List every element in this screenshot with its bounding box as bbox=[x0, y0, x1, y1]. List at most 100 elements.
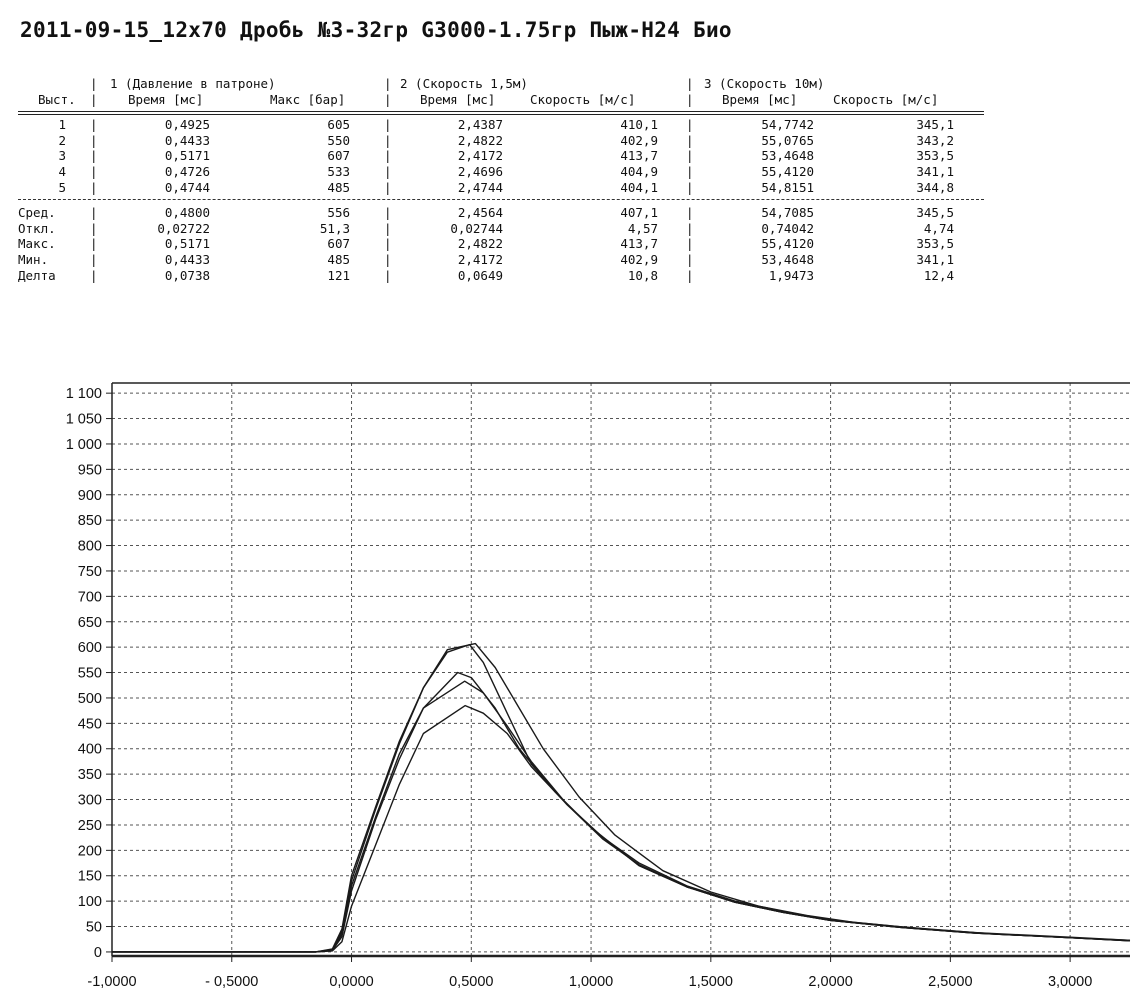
table-cell: 2,4564 bbox=[457, 205, 503, 221]
table-cell: 550 bbox=[327, 132, 350, 148]
table-cell: 55,0765 bbox=[761, 132, 814, 148]
row-label: 5 bbox=[58, 179, 66, 195]
table-cell: 402,9 bbox=[620, 251, 658, 267]
table-cell: 51,3 bbox=[319, 220, 350, 236]
table-cell: 54,7742 bbox=[761, 117, 814, 133]
table-cell: 533 bbox=[327, 163, 350, 179]
row-label: Делта bbox=[18, 267, 56, 283]
x-tick-label: 0,5000 bbox=[449, 974, 493, 990]
group-divider: | bbox=[686, 251, 694, 267]
column-header: Скорость [м/с] bbox=[530, 91, 636, 107]
group-divider: | bbox=[90, 163, 98, 179]
group-divider: | bbox=[384, 236, 392, 252]
y-tick-label: 1 000 bbox=[66, 437, 102, 453]
group-divider: | bbox=[90, 220, 98, 236]
group-divider: | bbox=[686, 117, 694, 133]
table-cell: 55,4120 bbox=[761, 236, 814, 252]
y-tick-label: 550 bbox=[78, 666, 102, 682]
shot-row: 2 0,4433 550 2,4822 402,9 55,0765 343,2 | | | bbox=[18, 133, 998, 149]
group-divider: | bbox=[686, 236, 694, 252]
group-divider: | bbox=[384, 205, 392, 221]
group-divider: | bbox=[384, 220, 392, 236]
pressure-curve-shot-5 bbox=[112, 704, 1131, 953]
column-header: Время [мс] bbox=[128, 91, 204, 107]
x-tick-label: 2,0000 bbox=[808, 974, 852, 990]
table-cell: 410,1 bbox=[620, 117, 658, 133]
row-label: Макс. bbox=[18, 236, 56, 252]
results-table: | 1 (Давление в патроне) | 2 (Скорость 1… bbox=[18, 76, 998, 283]
table-cell: 605 bbox=[327, 117, 350, 133]
chart-ticks: 0 50 100 150 200 250 300 350 400 450 500 550 600 650 7… bbox=[66, 386, 1093, 990]
table-cell: 55,4120 bbox=[761, 163, 814, 179]
table-cell: 404,1 bbox=[620, 179, 658, 195]
column-header: Время [мс] bbox=[722, 91, 798, 107]
table-cell: 2,4744 bbox=[457, 179, 503, 195]
shot-row: 1 0,4925 605 2,4387 410,1 54,7742 345,1 | | | bbox=[18, 117, 998, 133]
table-cell: 54,7085 bbox=[761, 205, 814, 221]
table-cell: 607 bbox=[327, 236, 350, 252]
table-cell: 0,4433 bbox=[164, 251, 210, 267]
y-tick-label: 350 bbox=[78, 767, 102, 783]
chart-grid bbox=[111, 383, 1130, 956]
chart-series bbox=[112, 642, 1131, 953]
group-divider: | bbox=[686, 163, 694, 179]
y-tick-label: 250 bbox=[78, 818, 102, 834]
table-cell: 4,57 bbox=[627, 220, 658, 236]
x-tick-label: 2,5000 bbox=[928, 974, 972, 990]
y-tick-label: 800 bbox=[78, 539, 102, 555]
group-divider: | bbox=[686, 148, 694, 164]
shot-rows: 1 0,4925 605 2,4387 410,1 54,7742 345,1 | | | 2 0,4… bbox=[18, 117, 998, 195]
table-cell: 413,7 bbox=[620, 148, 658, 164]
group-divider: | bbox=[686, 179, 694, 195]
column-header: Макс [бар] bbox=[270, 91, 346, 107]
y-tick-label: 1 100 bbox=[66, 386, 102, 402]
y-tick-label: 50 bbox=[86, 920, 102, 936]
table-cell: 2,4172 bbox=[457, 148, 503, 164]
table-cell: 2,4387 bbox=[457, 117, 503, 133]
y-tick-label: 300 bbox=[78, 793, 102, 809]
x-tick-label: - 0,5000 bbox=[205, 974, 258, 990]
x-tick-label: 3,0000 bbox=[1048, 974, 1092, 990]
y-tick-label: 850 bbox=[78, 513, 102, 529]
x-tick-label: 1,0000 bbox=[569, 974, 613, 990]
row-label: Сред. bbox=[18, 205, 56, 221]
y-tick-label: 450 bbox=[78, 716, 102, 732]
table-cell: 407,1 bbox=[620, 205, 658, 221]
row-label: 1 bbox=[58, 117, 66, 133]
table-cell: 353,5 bbox=[916, 236, 954, 252]
group-divider: | bbox=[384, 251, 392, 267]
group-divider: | bbox=[686, 132, 694, 148]
table-cell: 0,4726 bbox=[164, 163, 210, 179]
table-cell: 10,8 bbox=[627, 267, 658, 283]
y-tick-label: 700 bbox=[78, 589, 102, 605]
table-cell: 2,4822 bbox=[457, 132, 503, 148]
group-divider: | bbox=[90, 267, 98, 283]
y-tick-label: 150 bbox=[78, 869, 102, 885]
table-cell: 0,74042 bbox=[761, 220, 814, 236]
group-divider: | bbox=[90, 251, 98, 267]
table-cell: 54,8151 bbox=[761, 179, 814, 195]
table-cell: 556 bbox=[327, 205, 350, 221]
y-tick-label: 650 bbox=[78, 615, 102, 631]
group-divider: | bbox=[384, 179, 392, 195]
column-header: Выст. bbox=[38, 91, 76, 107]
group-header-row: | 1 (Давление в патроне) | 2 (Скорость 1… bbox=[18, 76, 998, 92]
table-cell: 12,4 bbox=[923, 267, 954, 283]
row-label: 4 bbox=[58, 163, 66, 179]
table-cell: 413,7 bbox=[620, 236, 658, 252]
shot-row: 5 0,4744 485 2,4744 404,1 54,8151 344,8 | | | bbox=[18, 180, 998, 196]
table-cell: 53,4648 bbox=[761, 251, 814, 267]
group-divider: | bbox=[384, 148, 392, 164]
table-cell: 2,4822 bbox=[457, 236, 503, 252]
table-cell: 404,9 bbox=[620, 163, 658, 179]
table-cell: 2,4696 bbox=[457, 163, 503, 179]
table-cell: 607 bbox=[327, 148, 350, 164]
x-tick-label: -1,0000 bbox=[87, 974, 136, 990]
shot-row: 3 0,5171 607 2,4172 413,7 53,4648 353,5 | | | bbox=[18, 148, 998, 164]
group-divider: | bbox=[686, 220, 694, 236]
group-divider: | bbox=[90, 148, 98, 164]
group-divider: | bbox=[90, 132, 98, 148]
column-header: Скорость [м/с] bbox=[833, 91, 939, 107]
y-tick-label: 750 bbox=[78, 564, 102, 580]
